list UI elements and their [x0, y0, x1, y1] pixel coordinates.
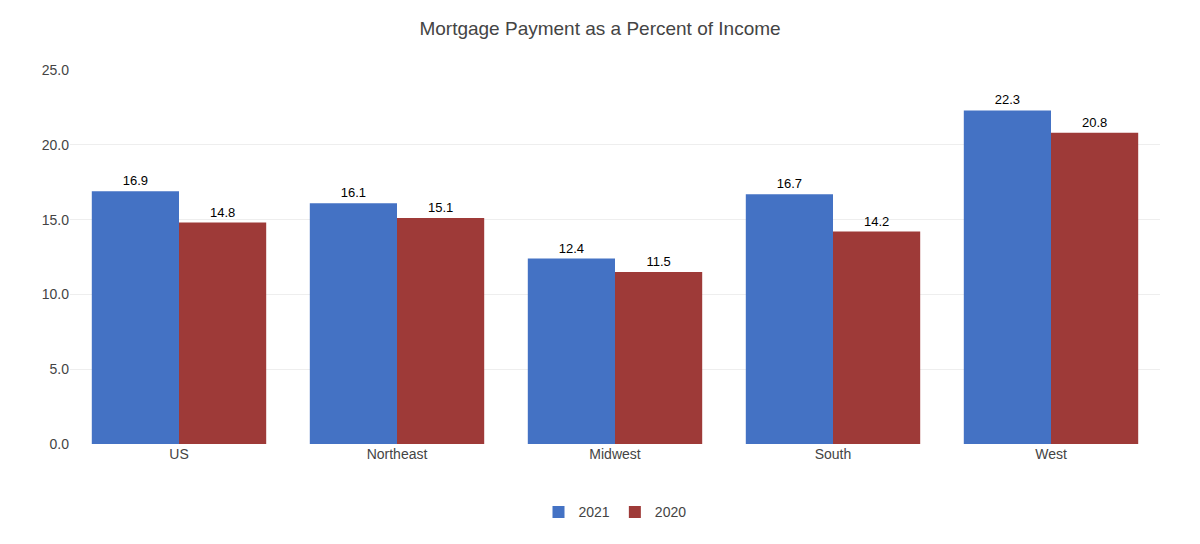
svg-text:16.7: 16.7 — [777, 176, 802, 191]
svg-text:South: South — [815, 446, 852, 462]
svg-text:16.9: 16.9 — [123, 173, 148, 188]
svg-text:15.0: 15.0 — [42, 212, 69, 228]
svg-text:10.0: 10.0 — [42, 286, 69, 302]
svg-text:US: US — [169, 446, 188, 462]
svg-text:West: West — [1035, 446, 1067, 462]
svg-text:14.8: 14.8 — [210, 205, 235, 220]
svg-text:Mortgage Payment as a Percent: Mortgage Payment as a Percent of Income — [419, 18, 780, 39]
svg-text:0.0: 0.0 — [50, 436, 70, 452]
svg-text:11.5: 11.5 — [646, 254, 670, 269]
svg-text:Midwest: Midwest — [589, 446, 640, 462]
svg-text:12.4: 12.4 — [559, 241, 584, 256]
svg-text:20.0: 20.0 — [42, 137, 69, 153]
svg-text:16.1: 16.1 — [341, 185, 366, 200]
svg-text:14.2: 14.2 — [864, 214, 889, 229]
svg-text:15.1: 15.1 — [428, 200, 453, 215]
svg-text:5.0: 5.0 — [50, 361, 70, 377]
svg-text:20.8: 20.8 — [1082, 115, 1107, 130]
svg-text:22.3: 22.3 — [995, 92, 1020, 107]
svg-text:2021: 2021 — [579, 504, 610, 520]
svg-text:Northeast: Northeast — [367, 446, 428, 462]
svg-text:2020: 2020 — [655, 504, 686, 520]
svg-text:25.0: 25.0 — [42, 62, 69, 78]
